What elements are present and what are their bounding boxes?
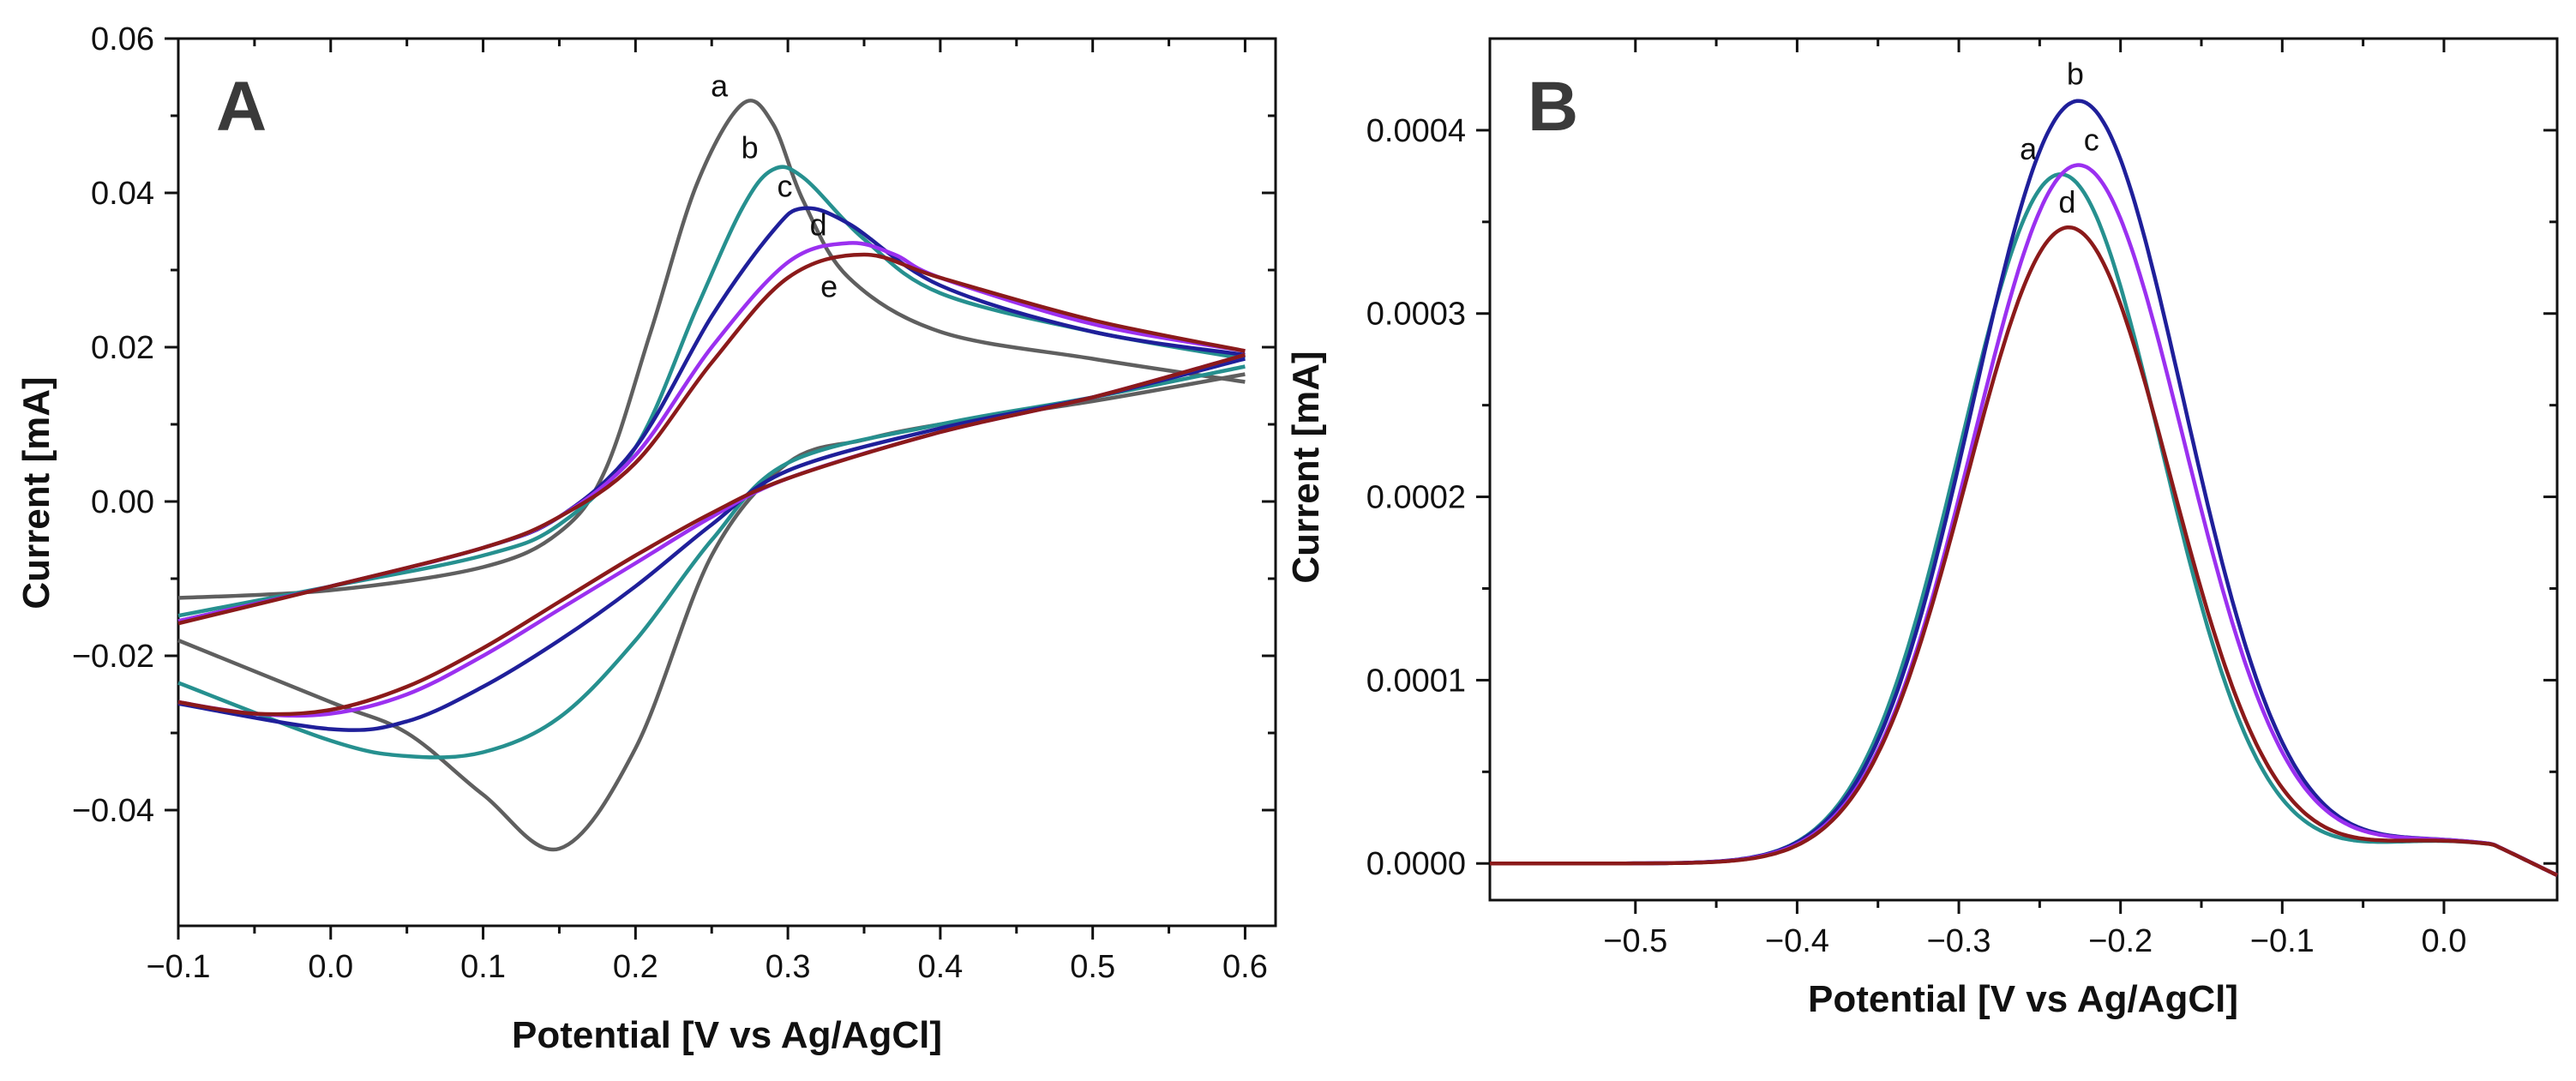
x-tick-label: 0.3 — [766, 949, 811, 985]
x-tick-label: 0.0 — [2422, 923, 2467, 959]
x-tick-label: −0.1 — [2250, 923, 2315, 959]
curve-label-c: c — [2084, 122, 2099, 157]
x-tick-label: −0.1 — [146, 949, 210, 985]
panel-a-frame — [177, 37, 1277, 928]
y-tick-label: 0.00 — [91, 484, 154, 520]
panel-b-frame — [1488, 37, 2559, 902]
curve-label-b: b — [742, 130, 759, 165]
x-tick-label: 0.6 — [1222, 949, 1268, 985]
panel-b-curves: a bcd — [1490, 56, 2559, 877]
x-tick-label: −0.3 — [1927, 923, 1991, 959]
panel-b-ticks: −0.5 −0.4 −0.3 −0.2 −0.1 0.0 0.0000 0.0001 0.000… — [1366, 39, 2557, 959]
cv-curve-b-reverse — [177, 364, 1246, 760]
panel-b-x-axis-title: Potential [V vs Ag/AgCl] — [1808, 978, 2238, 1020]
y-tick-label: 0.0001 — [1366, 663, 1466, 699]
x-tick-label: 0.2 — [613, 949, 658, 985]
curve-label-d: d — [2058, 184, 2075, 219]
y-tick-label: −0.04 — [72, 793, 154, 829]
panel-b: −0.5 −0.4 −0.3 −0.2 −0.1 0.0 0.0000 0.0001 0.000… — [1285, 37, 2559, 1020]
x-tick-label: −0.2 — [2088, 923, 2153, 959]
x-tick-label: 0.1 — [460, 949, 506, 985]
panel-a-letter: A — [216, 68, 267, 146]
dpv-curve-d — [1490, 225, 2559, 877]
y-tick-label: 0.04 — [91, 176, 154, 212]
panel-a-x-axis-title: Potential [V vs Ag/AgCl] — [512, 1014, 942, 1056]
panel-b-letter: B — [1528, 68, 1578, 146]
curve-label-b: b — [2067, 56, 2084, 91]
y-tick-label: 0.06 — [91, 21, 154, 57]
y-tick-label: 0.0002 — [1366, 480, 1466, 516]
panel-a-y-axis-title: Current [mA] — [15, 376, 57, 609]
x-tick-label: 0.0 — [308, 949, 353, 985]
curve-label-a: a — [711, 69, 729, 104]
cv-curve-b-forward — [177, 165, 1246, 618]
x-tick-label: −0.4 — [1765, 923, 1829, 959]
cv-curve-e-forward — [177, 252, 1246, 626]
panel-b-y-axis-title: Current [mA] — [1285, 351, 1327, 583]
curve-label-c: c — [778, 169, 793, 204]
cv-curve-e-reverse — [177, 352, 1246, 717]
curve-label-a: a — [2020, 131, 2038, 166]
panel-a: −0.1 0.0 0.1 0.2 0.3 0.4 0.5 0.6 −0.04 −0.02 0.00 0… — [15, 21, 1277, 1056]
y-tick-label: 0.0004 — [1366, 113, 1466, 149]
curve-label-d: d — [810, 207, 827, 243]
x-tick-label: 0.5 — [1070, 949, 1115, 985]
cv-curve-a-forward — [177, 99, 1246, 600]
y-tick-label: 0.0000 — [1366, 846, 1466, 882]
x-tick-label: −0.5 — [1603, 923, 1667, 959]
y-tick-label: 0.02 — [91, 330, 154, 366]
panel-a-ticks: −0.1 0.0 0.1 0.2 0.3 0.4 0.5 0.6 −0.04 −0.02 0.00 0… — [72, 21, 1276, 985]
y-tick-label: −0.02 — [72, 639, 154, 675]
x-tick-label: 0.4 — [917, 949, 963, 985]
curve-label-e: e — [820, 269, 838, 304]
y-tick-label: 0.0003 — [1366, 297, 1466, 333]
